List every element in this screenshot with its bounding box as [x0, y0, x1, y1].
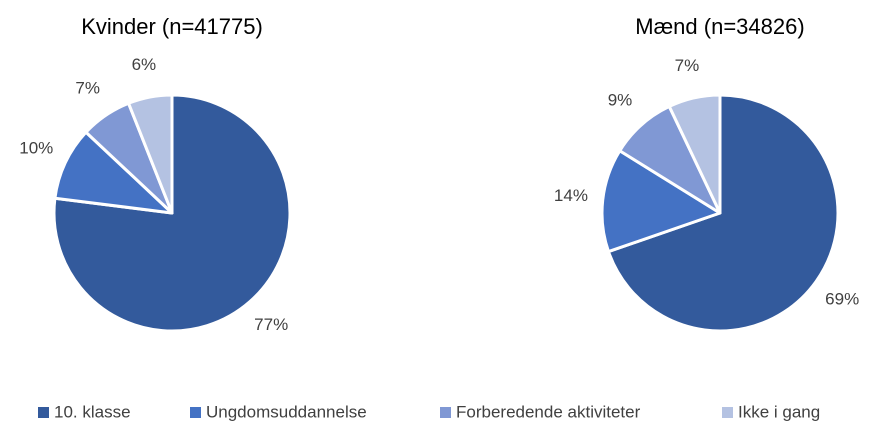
- data-label: 7%: [75, 78, 100, 97]
- pie-slice: [127, 93, 174, 215]
- legend-label: Ikke i gang: [738, 402, 820, 421]
- data-label: 6%: [132, 55, 157, 74]
- pie-slice: [606, 93, 840, 333]
- data-label: 10%: [19, 139, 53, 158]
- pie-slice: [667, 93, 722, 215]
- legend-swatch: [190, 407, 201, 418]
- legend-swatch: [722, 407, 733, 418]
- data-label: 14%: [554, 186, 588, 205]
- data-label: 9%: [608, 91, 633, 110]
- legend-swatch: [440, 407, 451, 418]
- chart-title: Mænd (n=34826): [635, 14, 804, 39]
- legend-label: Forberedende aktiviteter: [456, 402, 641, 421]
- legend-label: Ungdomsuddannelse: [206, 402, 367, 421]
- legend-label: 10. klasse: [54, 402, 131, 421]
- data-label: 77%: [254, 315, 288, 334]
- chart-title: Kvinder (n=41775): [81, 14, 263, 39]
- legend-swatch: [38, 407, 49, 418]
- pie-slice: [600, 149, 722, 254]
- data-label: 7%: [675, 56, 700, 75]
- data-label: 69%: [825, 289, 859, 308]
